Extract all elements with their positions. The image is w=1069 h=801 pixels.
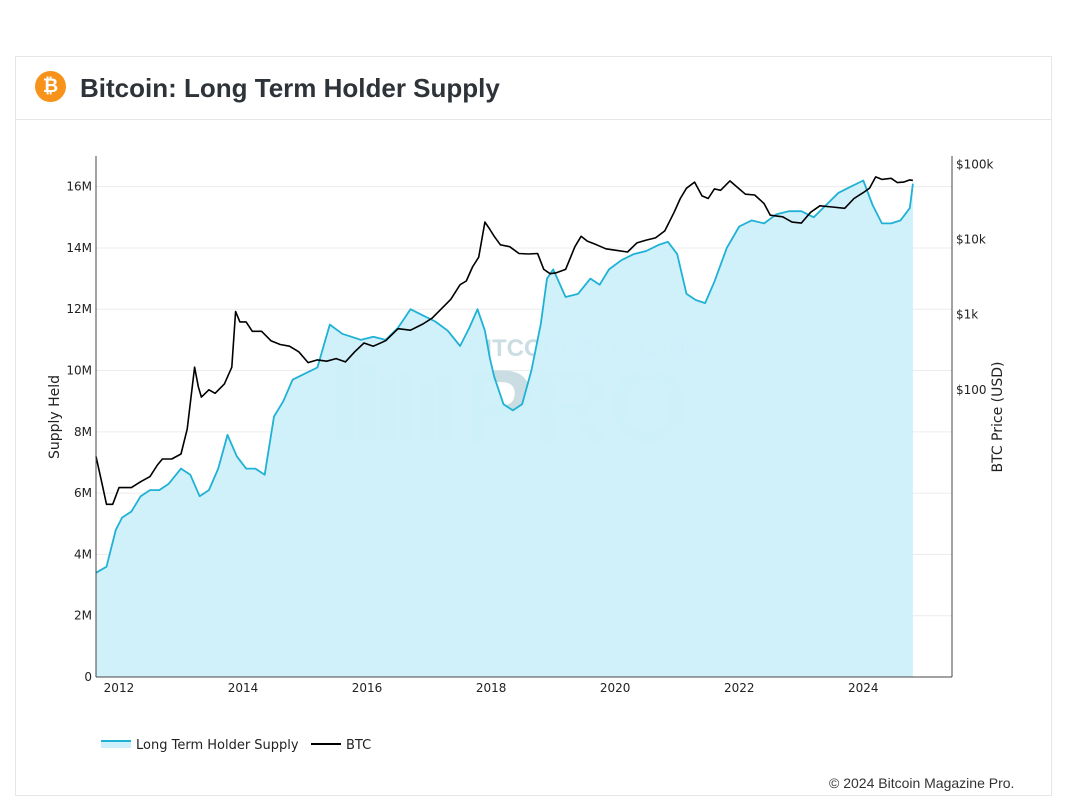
- x-tick-label-2012: 2012: [104, 681, 135, 695]
- legend-label-lth: Long Term Holder Supply: [136, 738, 299, 753]
- btc-price-line: [95, 176, 914, 506]
- y-right-tick-label-0: $100: [956, 383, 987, 397]
- x-axis-ticks: 2012 2014 2016 2018 2020 2022 2024: [104, 681, 879, 695]
- y-left-tick-label-3: 6M: [74, 486, 92, 500]
- y-left-tick-label-8: 16M: [66, 180, 92, 194]
- lth-supply-line: [95, 179, 914, 574]
- page-title: Bitcoin: Long Term Holder Supply: [80, 73, 500, 103]
- x-tick-label-2018: 2018: [476, 681, 507, 695]
- y-left-tick-label-2: 4M: [74, 547, 92, 561]
- y-left-tick-label-7: 14M: [66, 241, 92, 255]
- y-right-axis-ticks: $100 $1k $10k $100k: [956, 157, 994, 397]
- y-left-tick-label-0: 0: [84, 670, 92, 684]
- lth-supply-area: [96, 180, 913, 677]
- y-left-tick-label-5: 10M: [66, 364, 92, 378]
- axes: [95, 156, 953, 678]
- legend-swatch-lth: [101, 740, 131, 748]
- y-left-axis-title: Supply Held: [47, 375, 63, 459]
- x-tick-label-2022: 2022: [724, 681, 755, 695]
- legend[interactable]: Long Term Holder Supply BTC: [101, 738, 371, 753]
- x-tick-label-2014: 2014: [228, 681, 259, 695]
- y-right-tick-label-3: $100k: [956, 157, 994, 171]
- legend-label-btc: BTC: [346, 738, 371, 753]
- legend-item-lth[interactable]: Long Term Holder Supply: [101, 738, 299, 753]
- x-tick-label-2024: 2024: [848, 681, 879, 695]
- copyright-text: © 2024 Bitcoin Magazine Pro.: [829, 775, 1015, 791]
- y-left-axis-ticks: 0 2M 4M 6M 8M 10M 12M 14M 16M: [66, 180, 92, 684]
- y-right-tick-label-1: $1k: [956, 308, 978, 322]
- y-left-tick-label-6: 12M: [66, 302, 92, 316]
- y-right-tick-label-2: $10k: [956, 232, 986, 246]
- y-left-tick-label-4: 8M: [74, 425, 92, 439]
- y-right-axis-title: BTC Price (USD): [990, 361, 1006, 472]
- chart-card-header-layer: ₿ Bitcoin: Long Term Holder Supply: [15, 56, 1052, 796]
- y-left-tick-label-1: 2M: [74, 609, 92, 623]
- x-tick-label-2016: 2016: [352, 681, 383, 695]
- bitcoin-logo-icon: ₿: [35, 71, 66, 102]
- x-tick-label-2020: 2020: [600, 681, 631, 695]
- card-header: ₿ Bitcoin: Long Term Holder Supply: [15, 56, 1052, 120]
- legend-item-btc[interactable]: BTC: [311, 738, 371, 753]
